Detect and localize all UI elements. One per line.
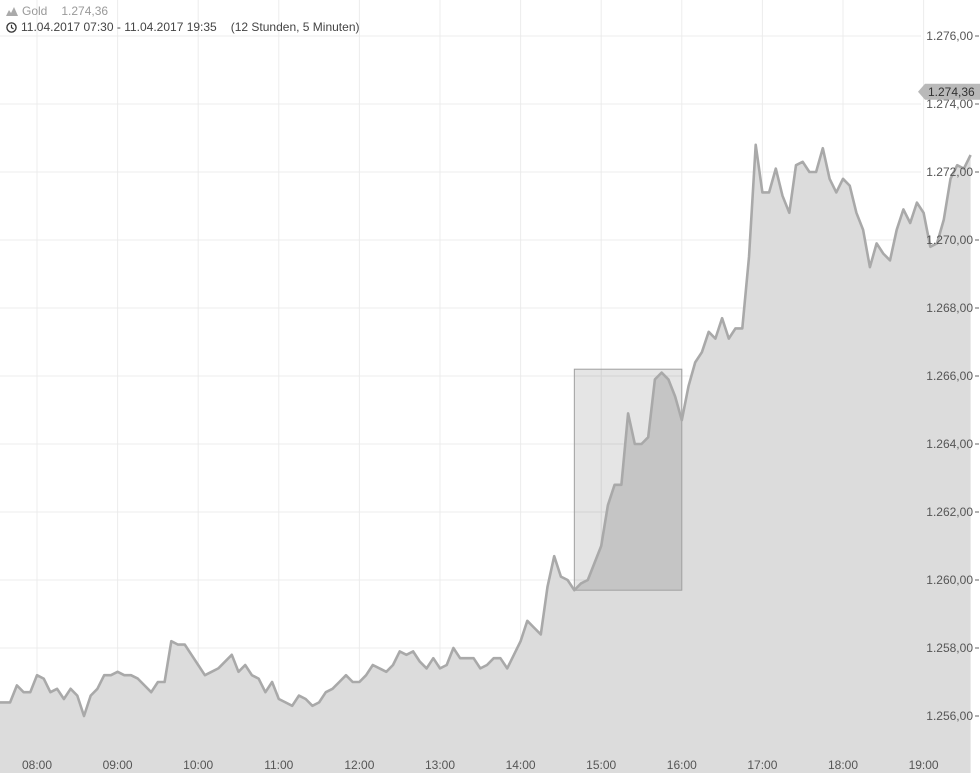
y-tick-label-7: 1.270,00 [926,233,973,247]
time-duration: (12 Stunden, 5 Minuten) [230,20,360,34]
x-tick-label-8: 16:00 [667,758,697,772]
instrument-last-price: 1.274,36 [61,4,109,18]
chart-header: Gold 1.274,36 11.04.2017 07:30 - 11.04.2… [6,3,359,35]
x-tick-label-0: 08:00 [22,758,52,772]
price-line [0,143,972,718]
y-tick-label-6: 1.268,00 [926,301,973,315]
y-tick-label-8: 1.272,00 [926,165,973,179]
x-tick-label-11: 19:00 [909,758,939,772]
y-tick-label-2: 1.260,00 [926,573,973,587]
x-tick-label-6: 14:00 [506,758,536,772]
x-tick-label-3: 11:00 [264,758,293,772]
y-tick-label-9: 1.274,00 [926,97,973,111]
last-price-tag-bg [918,83,980,100]
time-range-row: 11.04.2017 07:30 - 11.04.2017 19:35 (12 … [6,19,359,35]
x-axis: 08:00 09:00 10:00 11:00 12:00 13:00 14:00 15:00… [22,758,939,772]
last-price-tag: 1.274,36 [918,83,980,100]
y-tick-label-3: 1.262,00 [926,505,973,519]
x-tick-label-10: 18:00 [828,758,858,772]
x-tick-label-5: 13:00 [425,758,455,772]
mountain-chart-icon [6,7,18,16]
time-range: 11.04.2017 07:30 - 11.04.2017 19:35 [21,20,217,34]
x-tick-label-2: 10:00 [183,758,213,772]
x-tick-label-1: 09:00 [103,758,133,772]
y-tick-label-5: 1.266,00 [926,369,973,383]
x-tick-label-4: 12:00 [344,758,374,772]
x-tick-label-7: 15:00 [586,758,616,772]
x-tick-label-9: 17:00 [747,758,777,772]
y-tick-label-10: 1.276,00 [926,29,973,43]
y-tick-label-4: 1.264,00 [926,437,973,451]
price-area [0,144,971,773]
y-axis: 1.256,00 1.258,00 1.260,00 1.262,00 1.264,00… [926,29,979,723]
clock-icon [6,21,17,33]
instrument-name: Gold [22,4,48,18]
y-tick-label-1: 1.258,00 [926,641,973,655]
instrument-row: Gold 1.274,36 [6,3,359,19]
y-tick-label-0: 1.256,00 [926,709,973,723]
last-price-label: 1.274,36 [928,85,975,99]
highlight-box [573,368,683,591]
